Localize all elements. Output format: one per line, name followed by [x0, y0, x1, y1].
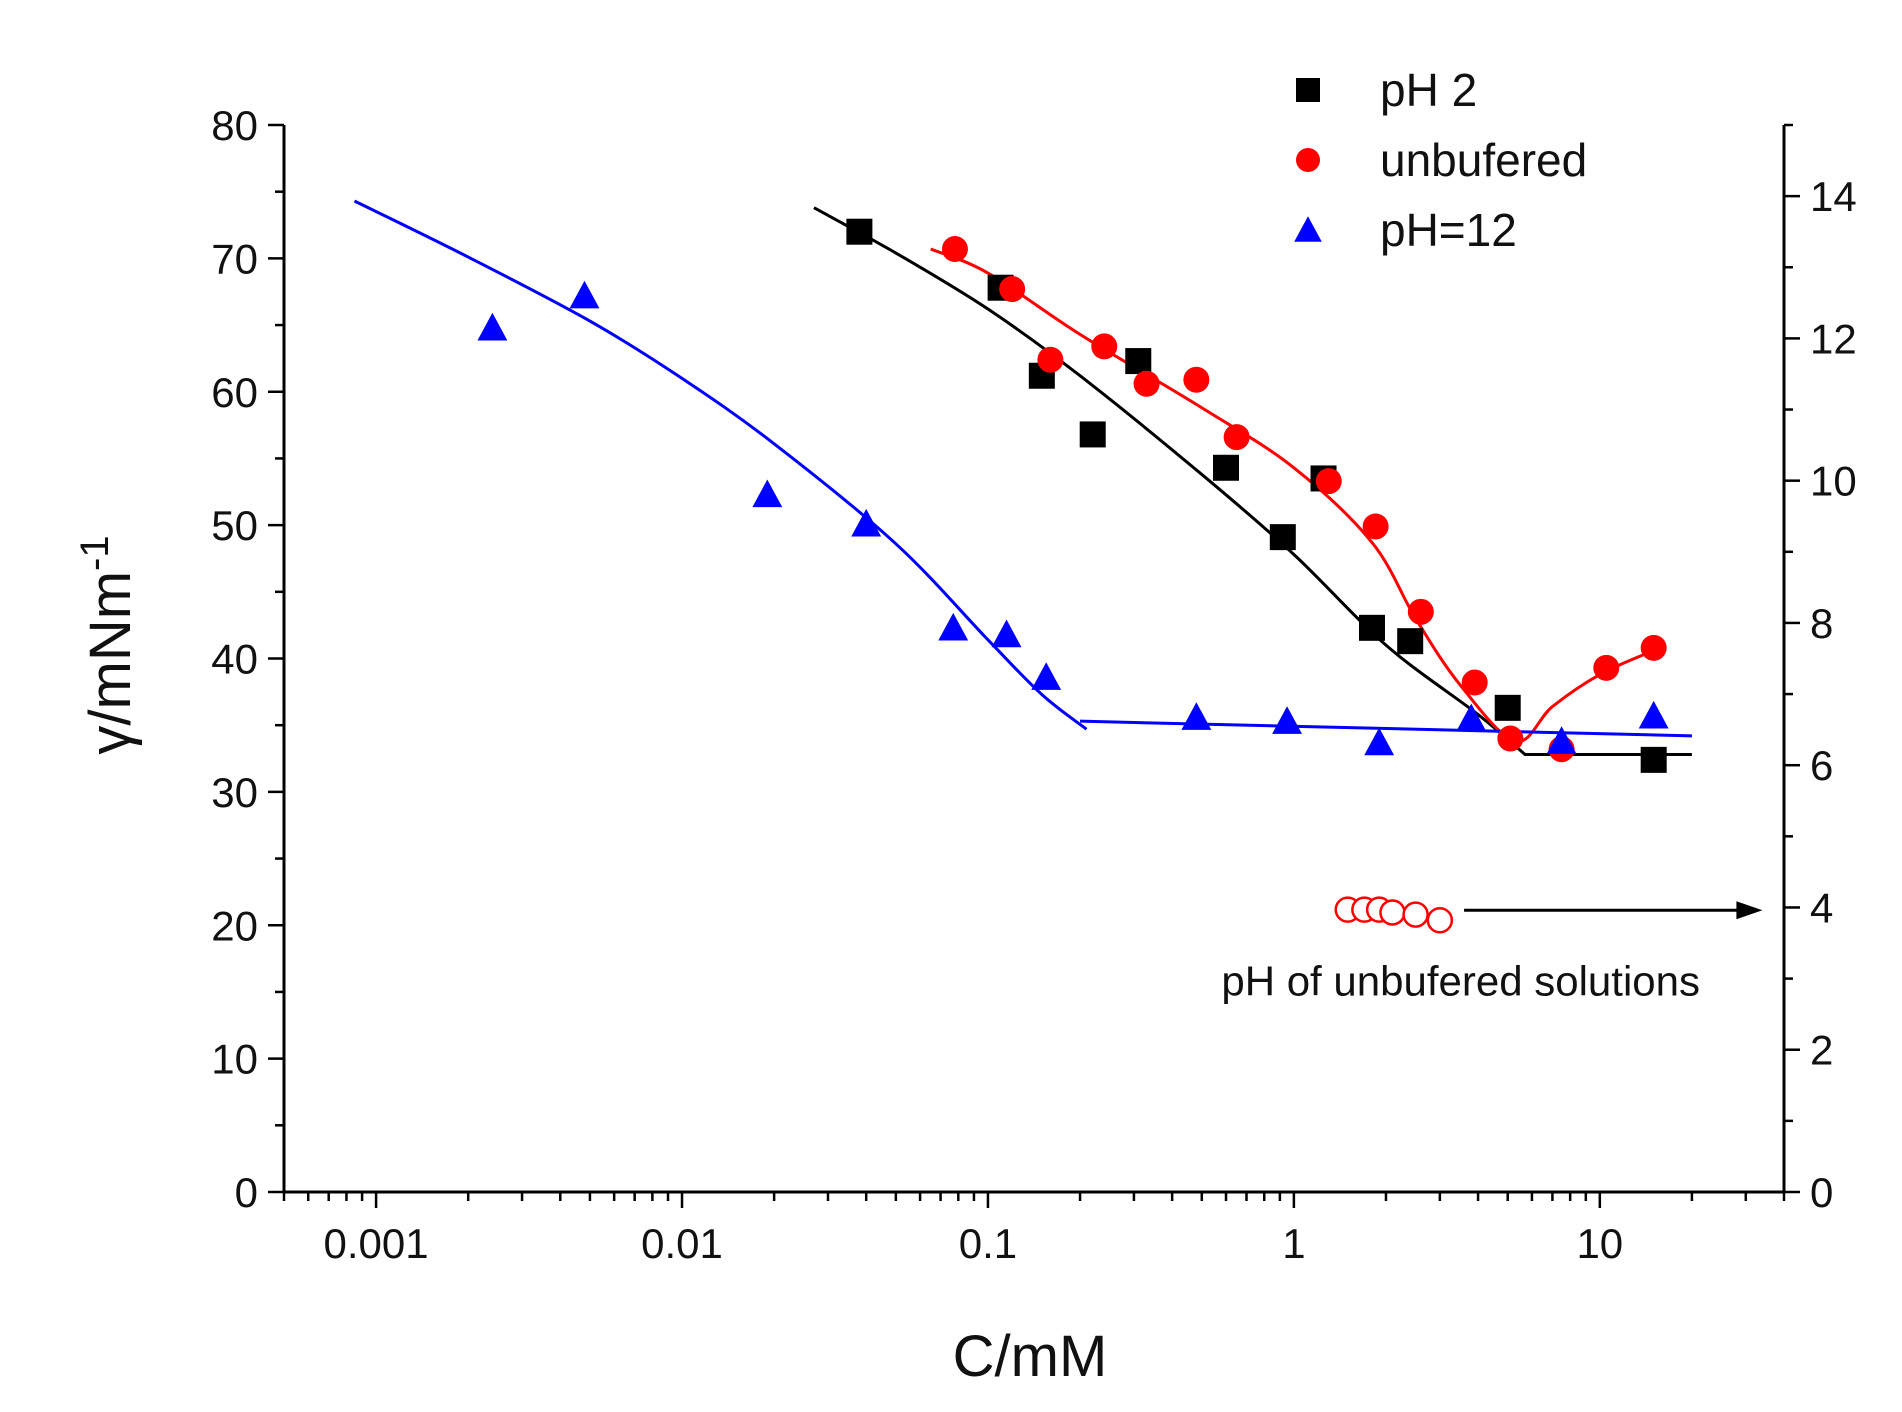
data-point-circle — [1461, 669, 1488, 696]
data-point-circle — [1315, 468, 1342, 495]
data-point-circle — [1091, 333, 1118, 360]
x-tick-label: 10 — [1576, 1220, 1623, 1267]
annotation-text: pH of unbufered solutions — [1221, 957, 1700, 1004]
data-point-triangle — [1181, 702, 1212, 730]
data-point-circle — [1407, 598, 1434, 625]
data-point-circle — [1593, 654, 1620, 681]
data-point-circle — [1183, 366, 1210, 393]
data-point-square — [1494, 694, 1521, 721]
y-tick-label: 10 — [211, 1036, 258, 1083]
data-markers — [477, 218, 1669, 934]
legend-label: unbufered — [1380, 134, 1587, 186]
data-point-square — [1079, 421, 1106, 448]
fit-curve-ph-12 — [353, 199, 1088, 731]
data-point-circle — [941, 236, 968, 263]
data-point-triangle — [991, 619, 1022, 648]
y-tick-label: 50 — [211, 502, 258, 549]
data-point-open-circle — [1426, 907, 1454, 934]
y-tick-label: 60 — [211, 369, 258, 416]
fit-curve-unbufered — [930, 247, 1655, 743]
fit-curve-ph-12-plateau — [1080, 719, 1692, 738]
data-point-triangle — [1031, 662, 1062, 690]
y-tick-label: 80 — [211, 102, 258, 149]
x-tick-label: 1 — [1282, 1220, 1305, 1267]
data-point-square — [1358, 614, 1385, 641]
y2-tick-label: 8 — [1810, 600, 1833, 647]
y-tick-label: 0 — [235, 1169, 258, 1216]
data-point-triangle — [1364, 727, 1395, 756]
y-tick-label: 40 — [211, 636, 258, 683]
x-tick-label: 0.1 — [959, 1220, 1017, 1267]
data-point-square — [1213, 454, 1240, 481]
y-tick-label: 70 — [211, 235, 258, 282]
x-tick-label: 0.001 — [324, 1220, 429, 1267]
data-point-triangle — [1546, 726, 1577, 754]
data-point-square — [1269, 524, 1296, 551]
legend-label: pH 2 — [1380, 64, 1477, 116]
y2-tick-label: 4 — [1810, 884, 1833, 931]
x-axis-title: C/mM — [953, 1324, 1108, 1389]
y-axis-title-superscript: -1 — [73, 535, 117, 571]
data-point-circle — [1296, 148, 1320, 172]
data-point-triangle — [1456, 703, 1487, 732]
y-axis-title: γ/mNm-1 — [73, 535, 143, 754]
data-point-circle — [1133, 370, 1160, 397]
data-point-triangle — [938, 612, 969, 641]
data-point-circle — [1037, 346, 1064, 373]
y2-tick-label: 6 — [1810, 742, 1833, 789]
data-point-triangle — [569, 280, 600, 309]
y-tick-label: 30 — [211, 769, 258, 816]
y-axis-title-main: γ/mNm — [78, 571, 143, 755]
y2-tick-label: 2 — [1810, 1027, 1833, 1074]
fit-curves — [353, 199, 1692, 757]
data-point-triangle — [1294, 216, 1322, 242]
data-point-open-circle — [1379, 899, 1406, 926]
data-point-triangle — [851, 508, 882, 537]
legend: pH 2 unbufered pH=12 — [1294, 64, 1587, 256]
y2-tick-label: 14 — [1810, 173, 1857, 220]
data-point-triangle — [477, 312, 508, 341]
data-point-square — [846, 218, 873, 245]
y-tick-label: 20 — [211, 902, 258, 949]
data-point-circle — [1497, 725, 1524, 752]
annotation: pH of unbufered solutions — [1221, 901, 1763, 1004]
y2-tick-label: 0 — [1810, 1169, 1833, 1216]
data-point-open-circle — [1402, 901, 1429, 928]
data-point-circle — [1640, 634, 1667, 661]
x-tick-label: 0.01 — [641, 1220, 723, 1267]
data-point-circle — [999, 276, 1026, 303]
data-point-square — [1640, 746, 1667, 773]
data-point-square — [1296, 78, 1320, 102]
data-point-square — [1125, 348, 1152, 375]
data-point-triangle — [1638, 700, 1669, 729]
data-point-circle — [1223, 424, 1250, 451]
axes: 0.001 0.01 0.1 1 10 0 10 20 30 40 50 60 70 80 0 2 4 6 8 10 1… — [211, 102, 1856, 1267]
y2-tick-label: 12 — [1810, 315, 1857, 362]
fit-curve-ph-2 — [813, 206, 1692, 757]
data-point-circle — [1362, 513, 1389, 540]
annotation-arrow-head — [1736, 901, 1763, 920]
data-point-triangle — [1272, 706, 1303, 734]
y2-tick-label: 10 — [1810, 458, 1857, 505]
legend-label: pH=12 — [1380, 204, 1517, 256]
data-point-square — [1397, 628, 1424, 655]
data-point-triangle — [752, 479, 783, 508]
